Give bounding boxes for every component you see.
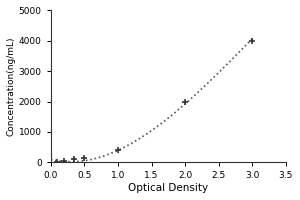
X-axis label: Optical Density: Optical Density	[128, 183, 208, 193]
Y-axis label: Concentration(ng/mL): Concentration(ng/mL)	[7, 37, 16, 136]
